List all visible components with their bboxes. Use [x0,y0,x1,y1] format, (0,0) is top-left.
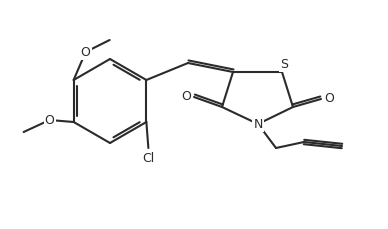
Text: N: N [253,118,263,131]
Text: O: O [81,46,90,59]
Text: O: O [324,91,334,104]
Text: S: S [280,58,288,71]
Text: O: O [181,89,191,102]
Text: Cl: Cl [142,151,154,164]
Text: O: O [45,114,55,127]
